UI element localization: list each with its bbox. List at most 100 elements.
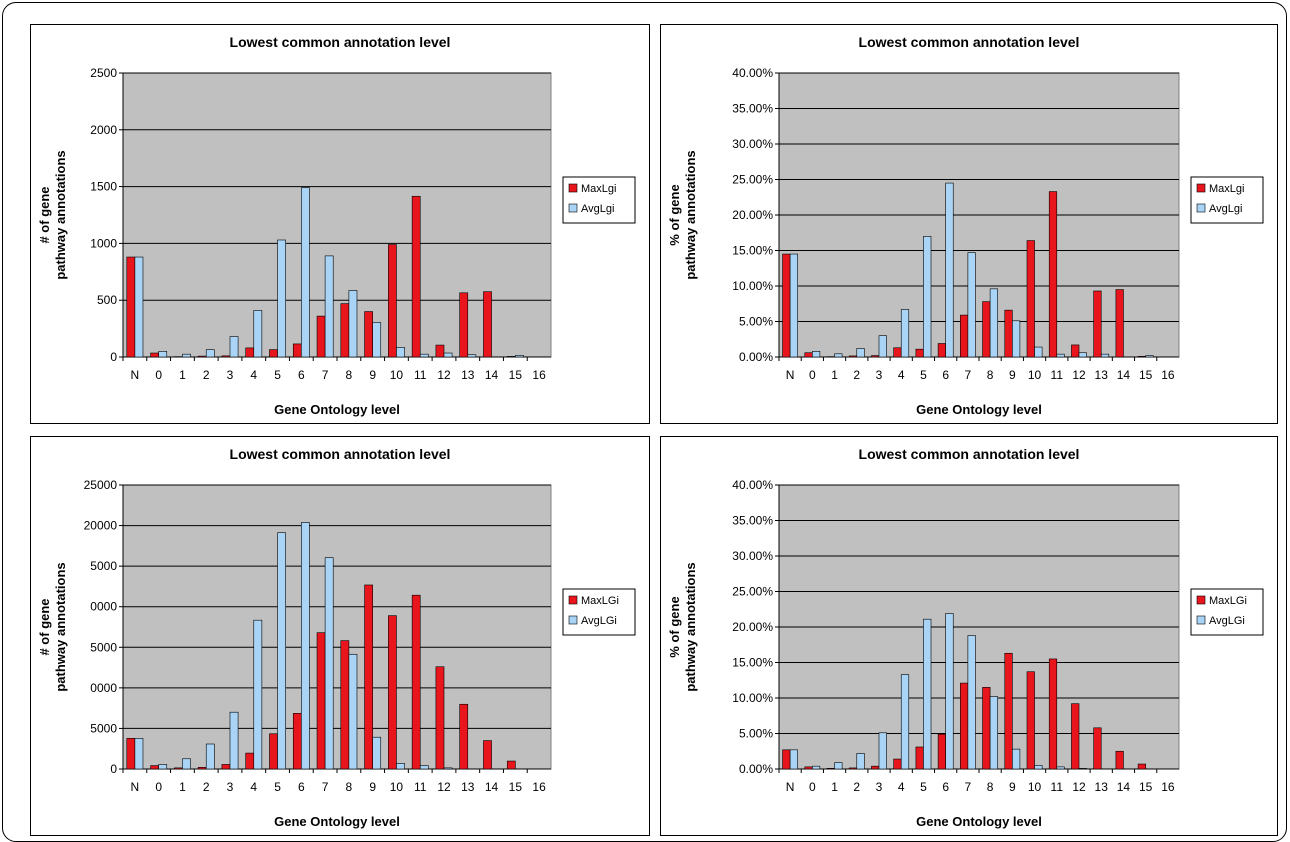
plot-area [123, 485, 551, 769]
bar-avglgi-11 [420, 766, 428, 769]
y-tick-label: 0000 [90, 681, 117, 695]
y-tick-label: 10.00% [732, 279, 773, 293]
bar-avglgi-12 [444, 768, 452, 769]
y-tick-label: 20.00% [732, 208, 773, 222]
bar-avglgi-4 [901, 675, 909, 769]
x-tick-label: 12 [437, 368, 451, 382]
bar-maxlgi-2 [198, 356, 206, 357]
bar-avglgi-2 [206, 744, 214, 769]
bar-avglgi-1 [835, 354, 843, 357]
x-tick-label: 2 [203, 780, 210, 794]
x-tick-label: 14 [1117, 780, 1131, 794]
x-tick-label: 0 [155, 368, 162, 382]
bar-maxlgi-10 [388, 245, 396, 357]
x-tick-label: 15 [1139, 368, 1153, 382]
x-tick-label: 6 [942, 368, 949, 382]
chart-svg: Lowest common annotation level0500000005… [31, 437, 649, 837]
legend-label: AvgLGi [581, 615, 617, 627]
bar-maxlgi-7 [960, 683, 968, 769]
bar-maxlgi-15 [507, 356, 515, 357]
x-tick-label: 1 [179, 780, 186, 794]
y-tick-label: 5000 [90, 559, 117, 573]
bar-avglgi-0 [812, 351, 820, 357]
bar-maxlgi-7 [317, 633, 325, 769]
y-tick-label: 30.00% [732, 137, 773, 151]
x-axis-label: Gene Ontology level [916, 814, 1042, 829]
chart-title: Lowest common annotation level [230, 446, 451, 462]
bar-maxlgi-14 [1116, 751, 1124, 769]
legend-swatch [569, 596, 577, 604]
bar-avglgi-15 [1146, 356, 1154, 357]
bar-maxlgi-3 [222, 356, 230, 357]
bar-maxlgi-12 [1071, 704, 1079, 769]
bar-maxlgi-8 [983, 302, 991, 357]
bar-maxlgi-11 [1049, 192, 1057, 357]
bar-avglgi-0 [159, 351, 167, 357]
bar-avglgi-N [135, 257, 143, 357]
x-tick-label: 1 [831, 368, 838, 382]
x-tick-label: 7 [965, 780, 972, 794]
bar-maxlgi-9 [1005, 653, 1013, 769]
bar-avglgi-15 [515, 355, 523, 357]
bar-avglgi-8 [349, 654, 357, 769]
x-tick-label: 8 [346, 368, 353, 382]
y-axis-label: # of genepathway annotations [37, 562, 68, 691]
bar-avglgi-2 [206, 350, 214, 357]
x-tick-label: 12 [1072, 780, 1086, 794]
x-tick-label: 4 [898, 780, 905, 794]
x-tick-label: 9 [369, 780, 376, 794]
x-tick-label: N [131, 368, 140, 382]
legend-label: AvgLgi [581, 203, 614, 215]
bar-avglgi-6 [946, 614, 954, 769]
legend-swatch [1197, 596, 1205, 604]
x-tick-label: 16 [1161, 368, 1175, 382]
bar-maxlgi-0 [805, 353, 813, 357]
x-tick-label: 7 [322, 780, 329, 794]
bar-avglgi-5 [923, 236, 931, 357]
bar-avglgi-9 [373, 737, 381, 769]
legend-swatch [1197, 184, 1205, 192]
x-tick-label: 11 [1051, 368, 1064, 382]
x-tick-label: 3 [227, 368, 234, 382]
x-tick-label: 7 [322, 368, 329, 382]
x-tick-label: 1 [179, 368, 186, 382]
x-tick-label: 5 [274, 780, 281, 794]
bar-avglgi-7 [968, 636, 976, 769]
x-tick-label: 8 [987, 368, 994, 382]
bar-maxlgi-2 [198, 767, 206, 769]
bar-avglgi-1 [182, 354, 190, 357]
bar-avglgi-7 [968, 253, 976, 357]
x-tick-label: 9 [1009, 368, 1016, 382]
y-tick-label: 0.00% [739, 762, 773, 776]
bar-avglgi-2 [857, 348, 865, 357]
bar-maxlgi-5 [916, 747, 924, 769]
bar-maxlgi-2 [849, 356, 857, 357]
bar-maxlgi-4 [894, 348, 902, 357]
y-tick-label: 25.00% [732, 173, 773, 187]
y-tick-label: 1000 [90, 236, 117, 250]
bar-avglgi-4 [254, 310, 262, 357]
bar-avglgi-3 [230, 712, 238, 769]
y-tick-label: 5000 [90, 721, 117, 735]
bar-avglgi-8 [349, 291, 357, 357]
bar-avglgi-3 [230, 337, 238, 357]
bar-maxlgi-10 [1027, 241, 1035, 357]
bar-avglgi-0 [812, 766, 820, 769]
bar-avglgi-N [790, 750, 798, 769]
bar-avglgi-0 [159, 764, 167, 769]
y-tick-label: 1500 [90, 180, 117, 194]
bar-maxlgi-N [127, 257, 135, 357]
y-axis-label: % of genepathway annotations [667, 562, 698, 691]
bar-avglgi-12 [1079, 353, 1087, 357]
bar-maxlgi-12 [436, 345, 444, 357]
x-tick-label: 6 [298, 368, 305, 382]
y-tick-label: 2000 [90, 123, 117, 137]
x-tick-label: 11 [414, 368, 427, 382]
x-axis-label: Gene Ontology level [274, 814, 400, 829]
y-tick-label: 5000 [90, 640, 117, 654]
bar-maxlgi-3 [222, 764, 230, 769]
bar-maxlgi-10 [388, 616, 396, 769]
bar-maxlgi-11 [412, 595, 420, 769]
bar-avglgi-6 [946, 183, 954, 357]
